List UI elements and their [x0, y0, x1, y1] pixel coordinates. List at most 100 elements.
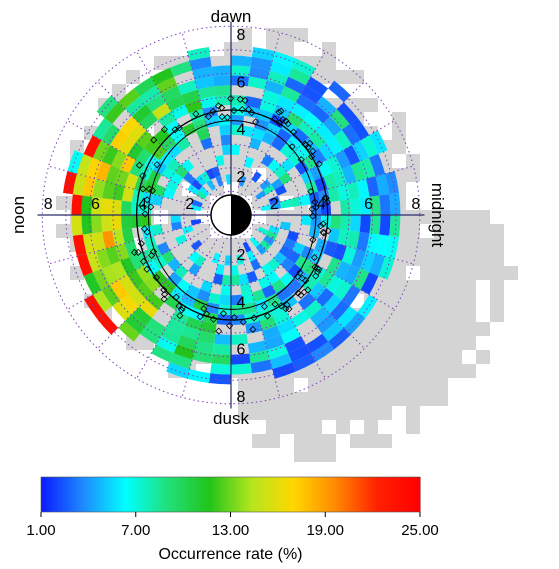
colorbar-swatch [192, 477, 196, 512]
no-data-cell [378, 364, 392, 378]
no-data-cell [364, 434, 378, 448]
crossing-points [130, 94, 332, 335]
occurrence-bin [336, 306, 358, 328]
crossing-point [150, 136, 158, 144]
no-data-cell [434, 280, 448, 294]
occurrence-bin [322, 116, 342, 136]
occurrence-bin [111, 150, 128, 170]
radial-tick-dusk: 4 [237, 294, 246, 311]
colorbar-swatch [44, 477, 48, 512]
occurrence-bin [169, 353, 193, 370]
crossing-point [139, 203, 147, 212]
colorbar-swatch [226, 477, 230, 512]
occurrence-bin [215, 263, 225, 275]
occurrence-bin [194, 340, 215, 354]
occurrence-bin [188, 262, 201, 276]
occurrence-bin [135, 148, 152, 165]
occurrence-bin [185, 284, 201, 299]
colorbar-swatch [290, 477, 293, 512]
crossing-point [192, 110, 200, 118]
colorbar-swatch [156, 477, 160, 512]
colorbar-swatch [242, 477, 246, 512]
no-data-cell [462, 238, 476, 252]
crossing-point [145, 185, 153, 193]
colorbar-swatch [312, 477, 315, 512]
occurrence-bin [322, 320, 344, 342]
occurrence-bin [309, 249, 324, 265]
colorbar-swatch [244, 477, 248, 512]
radial-tick-midnight: 8 [411, 196, 420, 213]
no-data-cell [462, 336, 476, 350]
colorbar-swatch [184, 477, 188, 512]
no-data-cell [406, 294, 420, 308]
crossing-point [172, 293, 180, 301]
no-data-cell [434, 252, 448, 266]
colorbar-swatch [80, 477, 84, 512]
occurrence-bin [151, 224, 164, 236]
colorbar-swatch [362, 477, 365, 512]
colorbar-swatch [250, 477, 254, 512]
occurrence-bin [185, 316, 203, 331]
no-data-cell [266, 392, 280, 406]
crossing-point [219, 309, 228, 318]
no-data-cell [448, 224, 462, 238]
no-data-cell [434, 322, 448, 336]
colorbar-swatch [396, 477, 399, 512]
occurrence-bin [379, 194, 391, 215]
colorbar-swatch [76, 477, 80, 512]
occurrence-bin [266, 270, 280, 285]
crossing-point [196, 313, 204, 321]
no-data-cell [168, 196, 182, 210]
colorbar-swatch [258, 477, 262, 512]
no-data-cell [406, 280, 420, 294]
occurrence-bin [102, 230, 116, 249]
no-data-cell [392, 336, 406, 350]
occurrence-bin [160, 278, 177, 295]
colorbar-swatch [74, 477, 78, 512]
colorbar-swatch [94, 477, 98, 512]
occurrence-bin [92, 178, 106, 199]
occurrence-bin [297, 119, 316, 138]
colorbar-swatch [402, 477, 405, 512]
occurrence-bin [121, 215, 132, 230]
occurrence-bin [273, 165, 287, 179]
occurrence-bin [101, 215, 113, 232]
occurrence-bin [250, 56, 273, 71]
colorbar-swatch [236, 477, 240, 512]
occurrence-bin [350, 248, 366, 269]
occurrence-bin [357, 294, 378, 319]
colorbar-swatch [340, 477, 343, 512]
no-data-cell [336, 364, 350, 378]
occurrence-bin [326, 155, 342, 173]
occurrence-bin [242, 241, 252, 253]
occurrence-bin [305, 333, 329, 354]
no-data-cell [364, 406, 378, 420]
radial-tick-midnight: 4 [317, 196, 326, 213]
colorbar-swatch [338, 477, 341, 512]
occurrence-bin [250, 359, 273, 374]
occurrence-bin [360, 157, 376, 179]
occurrence-bin [156, 76, 178, 94]
occurrence-bin [145, 94, 167, 112]
occurrence-bin [195, 190, 207, 200]
occurrence-bin [101, 264, 119, 285]
colorbar-swatch [260, 477, 264, 512]
no-data-cell [336, 420, 350, 434]
occurrence-bin [166, 95, 186, 112]
colorbar-swatch [414, 477, 417, 512]
occurrence-bin [349, 215, 361, 232]
occurrence-bin [247, 340, 268, 354]
occurrence-bin [219, 124, 231, 136]
colorbar-tick-label: 25.00 [401, 522, 439, 539]
colorbar-swatch [372, 477, 375, 512]
occurrence-bin [176, 136, 191, 152]
no-data-cell [154, 308, 168, 322]
no-data-cell [448, 280, 462, 294]
no-data-cell [126, 70, 140, 84]
colorbar-swatch [382, 477, 385, 512]
no-data-cell [322, 56, 336, 70]
occurrence-bin [124, 172, 139, 190]
occurrence-bin [375, 173, 390, 196]
occurrence-bin [359, 215, 371, 234]
no-data-cell [448, 252, 462, 266]
